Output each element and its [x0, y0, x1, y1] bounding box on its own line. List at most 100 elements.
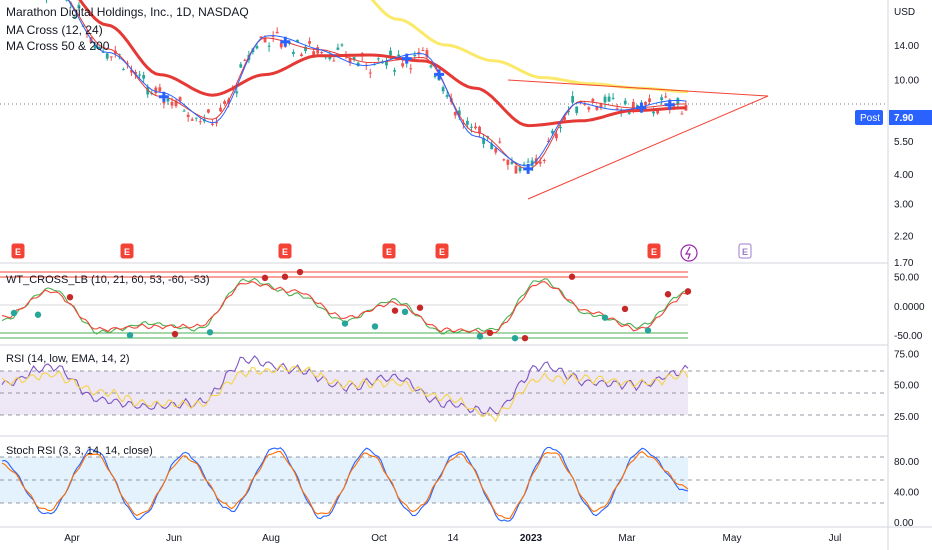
candle-body: [77, 4, 81, 9]
candle-body: [389, 50, 392, 56]
candle-body: [652, 111, 655, 114]
price-axis[interactable]: 14.0010.007.005.504.003.002.201.7050.000…: [894, 41, 925, 529]
cross-marker: [523, 163, 534, 174]
post-label: Post: [860, 113, 880, 124]
candle-body: [510, 161, 514, 164]
cross-marker: [664, 99, 675, 110]
candle-body: [336, 47, 340, 50]
time-tick-label: Apr: [64, 533, 80, 544]
candle-body: [502, 159, 506, 161]
time-axis[interactable]: Apr Jun Aug Oct 14 2023 Mar May Jul: [64, 533, 841, 544]
candle-body: [680, 113, 684, 115]
candle-body: [291, 51, 295, 54]
candle-body: [595, 105, 599, 110]
rsi-panel-label[interactable]: RSI (14, low, EMA, 14, 2): [6, 353, 130, 365]
candle-body: [494, 148, 498, 153]
ma24-line: [67, 0, 687, 167]
wt-cross-dot: [296, 268, 304, 276]
earnings-marker: [278, 243, 292, 259]
wt-cross-dot: [171, 330, 179, 338]
earnings-marker-label: E: [742, 247, 748, 257]
ma200-line: [370, 0, 688, 94]
wt-cross-dot: [416, 304, 424, 311]
post-badge: [855, 110, 883, 125]
candle-body: [401, 63, 405, 67]
candle-body: [441, 87, 445, 92]
price-tick-label: 3.00: [894, 200, 914, 211]
oscillator-tick-label: 50.00: [894, 273, 919, 284]
candle-body: [474, 126, 477, 129]
candle-body: [211, 123, 214, 125]
candle-body: [571, 96, 575, 103]
indicator-ma-cross-12-24[interactable]: MA Cross (12, 24): [6, 23, 103, 37]
candle-body: [308, 41, 311, 44]
candle-body: [559, 127, 562, 129]
wt-panel-label[interactable]: WT_CROSS_LB (10, 21, 60, 53, -60, -53): [6, 274, 210, 286]
wt-cross-dot: [621, 305, 629, 313]
candle-body: [498, 141, 502, 143]
earnings-marker: [120, 243, 134, 259]
candle-body: [546, 141, 550, 143]
candle-body: [611, 97, 615, 99]
time-tick-label: May: [723, 533, 742, 544]
wt-plot: [1, 268, 692, 342]
candle-body: [393, 70, 396, 72]
candle-body: [328, 55, 332, 60]
wt-cross-dot: [10, 309, 18, 317]
oscillator-tick-label: 0.00: [894, 518, 914, 529]
candle-body: [279, 42, 283, 48]
price-tick-label: 5.50: [894, 137, 914, 148]
candle-body: [579, 101, 583, 103]
time-tick-label: Jul: [829, 533, 842, 544]
wt-cross-dot: [281, 273, 289, 280]
candle-body: [425, 50, 429, 58]
candle-body: [385, 61, 388, 66]
candle-body: [490, 143, 494, 150]
indicator-ma-cross-50-200[interactable]: MA Cross 50 & 200: [6, 39, 110, 53]
candle-body: [134, 72, 137, 74]
candle-body: [146, 87, 150, 95]
candle-body: [259, 36, 263, 38]
stoch-panel-label[interactable]: Stoch RSI (3, 3, 14, 14, close): [6, 445, 153, 457]
wt2-line: [1, 281, 689, 335]
candle-body: [397, 54, 401, 57]
oscillator-tick-label: 40.00: [894, 488, 919, 499]
candle-body: [555, 133, 558, 139]
candle-body: [207, 109, 210, 113]
earnings-marker: [738, 243, 752, 259]
candle-body: [312, 51, 316, 56]
wt-cross-dot: [206, 329, 214, 336]
time-tick-label: Oct: [371, 533, 387, 544]
candle-body: [122, 69, 125, 71]
candle-body: [591, 98, 595, 102]
candle-body: [522, 164, 526, 166]
candle-body: [603, 96, 607, 103]
currency-label: USD: [894, 7, 915, 18]
candle-body: [182, 110, 186, 112]
candle-body: [316, 47, 320, 54]
candle-body: [656, 110, 660, 114]
wt-cross-dot: [476, 333, 484, 340]
wt-cross-dot: [126, 332, 134, 339]
cross-marker: [636, 102, 647, 113]
candle-body: [664, 96, 668, 98]
earnings-marker-label: E: [439, 247, 445, 257]
price-plot: [46, 0, 769, 200]
lightning-icon: [684, 246, 691, 260]
wt-cross-dot: [644, 327, 652, 334]
candle-body: [648, 98, 651, 102]
candle-body: [194, 117, 198, 119]
candle-body: [85, 33, 89, 35]
candle-body: [587, 107, 591, 110]
rsi-plot: [1, 355, 689, 423]
candle-body: [563, 116, 566, 120]
candle-body: [109, 56, 113, 58]
candle-body: [223, 101, 226, 105]
candle-body: [320, 52, 324, 54]
wt-cross-dot: [371, 323, 379, 330]
dividend-icon: [680, 244, 698, 262]
candle-body: [239, 64, 243, 68]
rsi-ma-line: [1, 363, 689, 423]
